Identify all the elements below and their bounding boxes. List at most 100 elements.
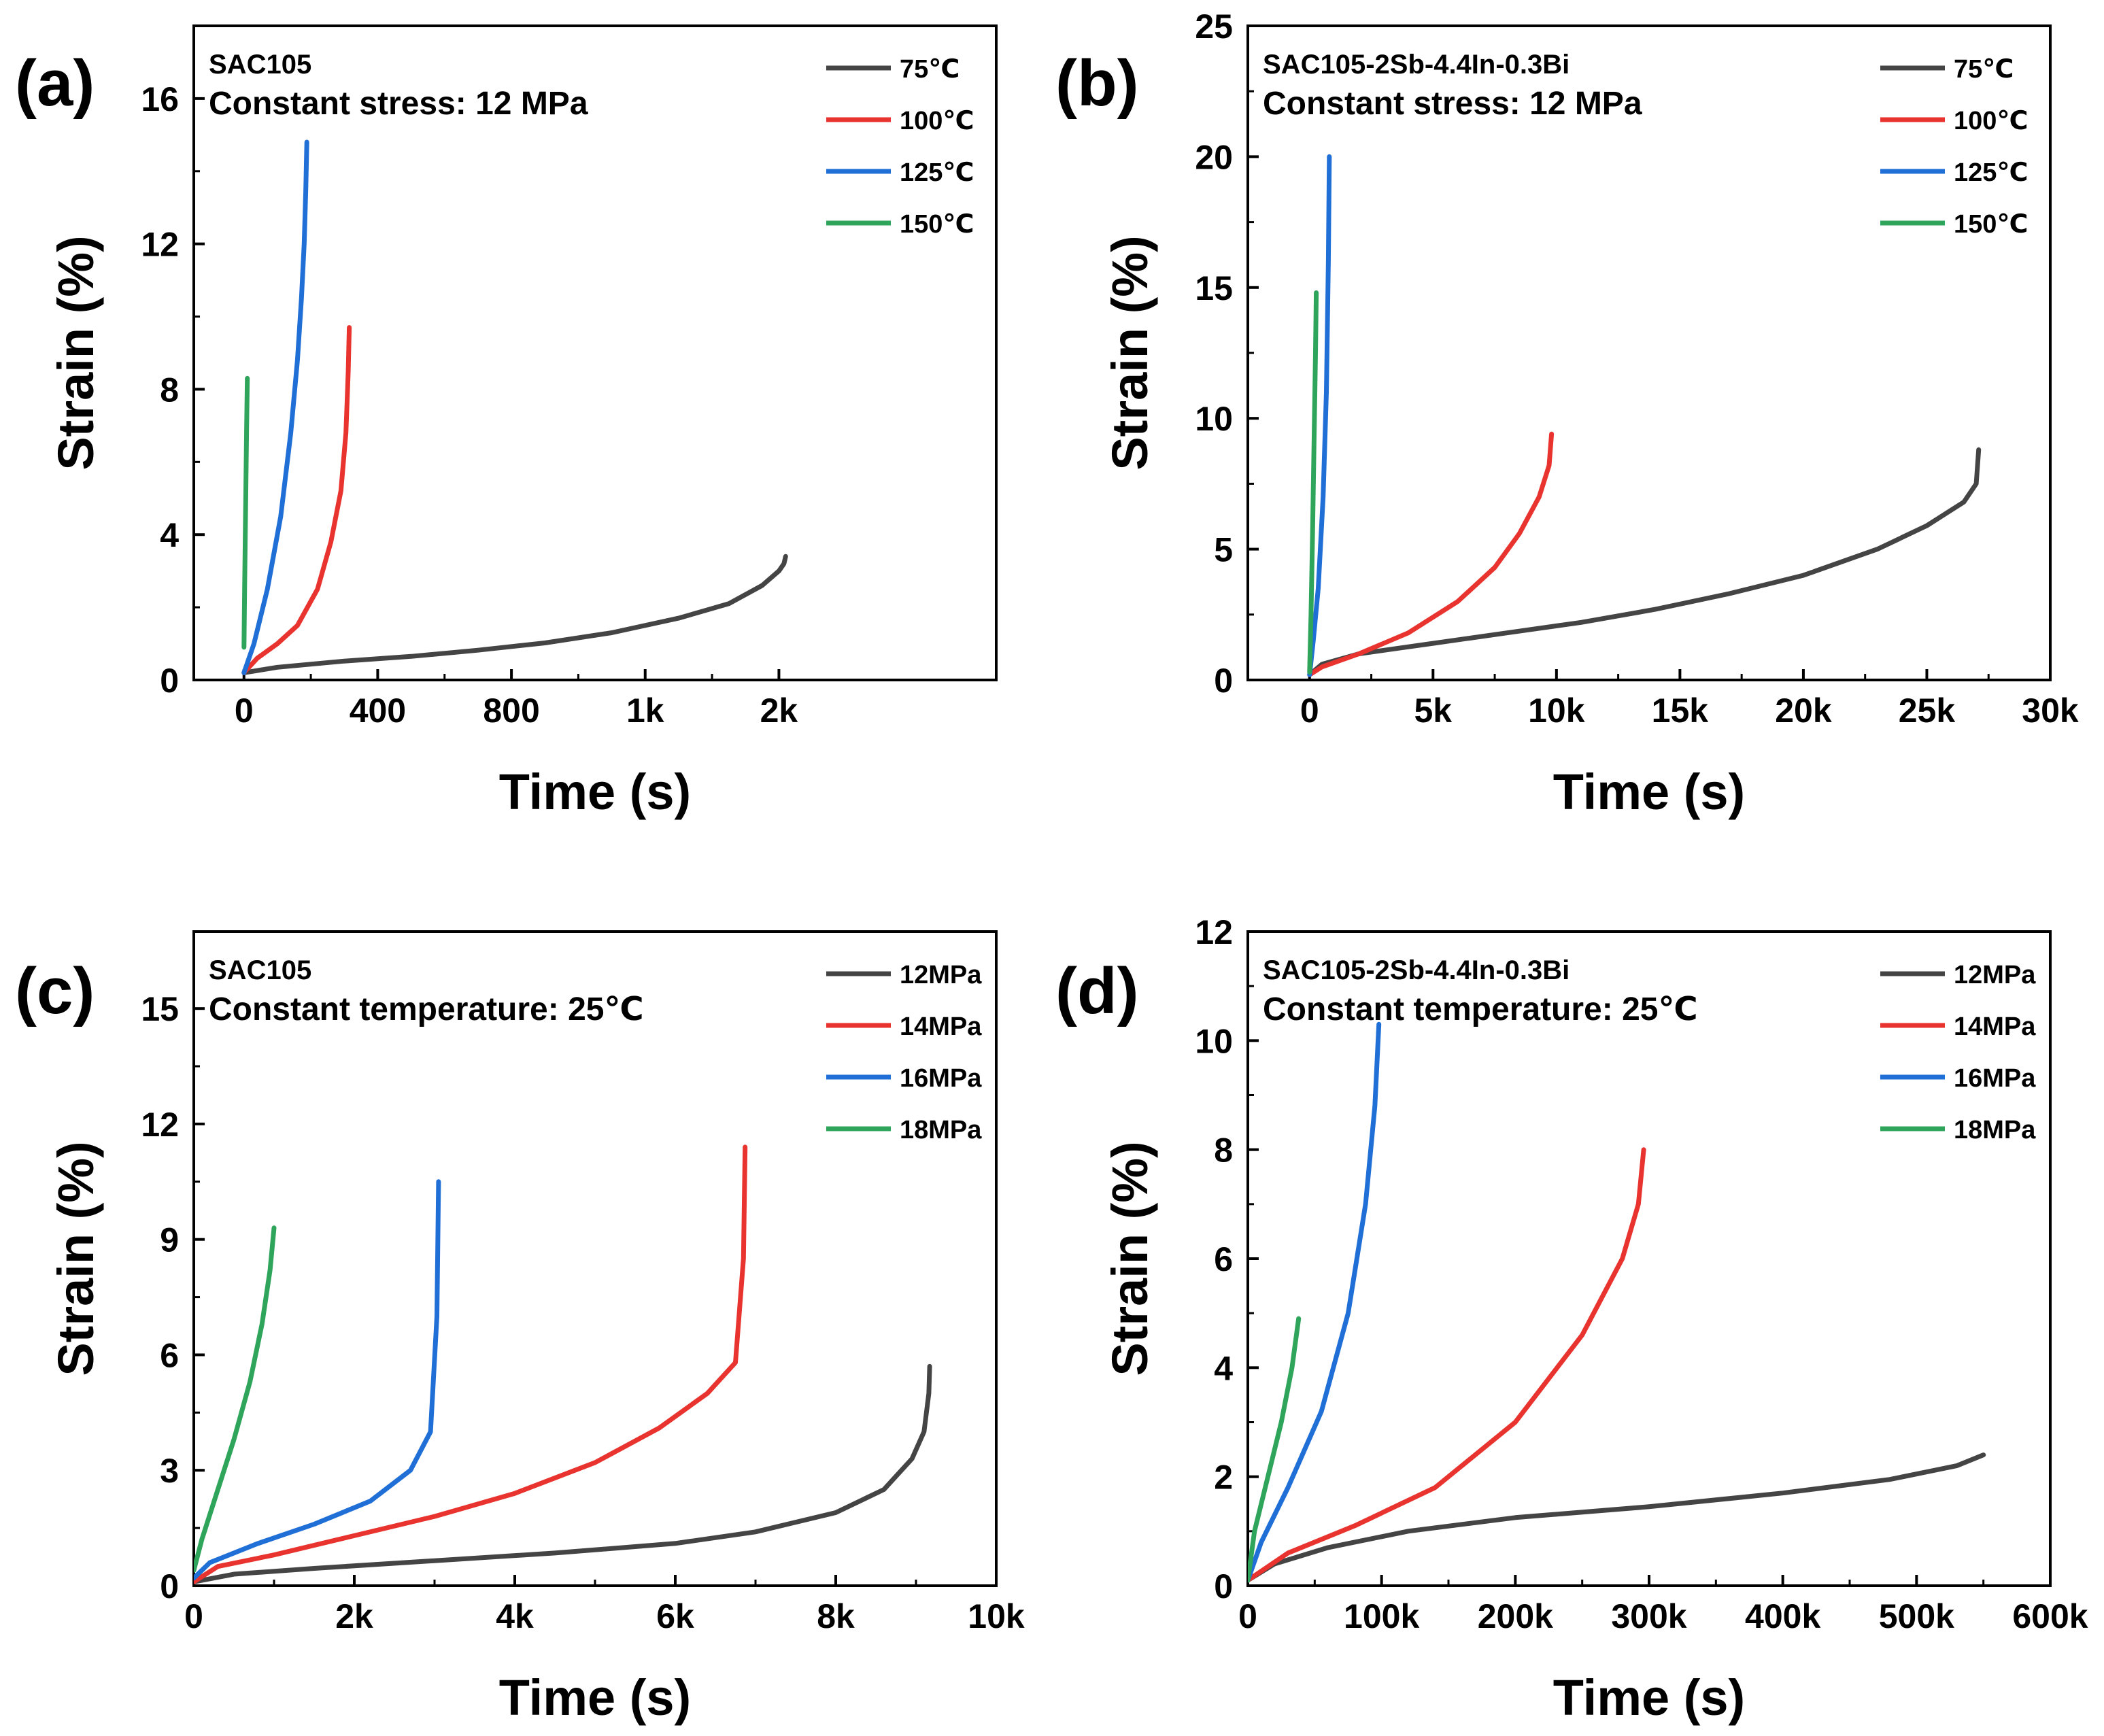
x-tick-label: 2k — [335, 1597, 373, 1635]
y-tick-label: 15 — [141, 990, 179, 1028]
series-line-125℃ — [1307, 154, 1332, 677]
y-tick-label: 0 — [1214, 1567, 1233, 1605]
legend-label: 75℃ — [1954, 55, 2014, 84]
chart-panel-3: (c) 0 2k 4k 6k 8k 10k 0 3 6 9 12 15 Time (s) Strain (%… — [15, 930, 1025, 1726]
x-tick-label: 800 — [483, 692, 539, 730]
panel-label: (b) — [1055, 47, 1139, 120]
x-tick-label: 10k — [1528, 692, 1585, 730]
plot-frame — [1246, 24, 2052, 681]
series-line-100℃ — [241, 325, 352, 675]
series-line-100℃ — [1307, 431, 1555, 677]
x-tick-label: 600k — [2012, 1597, 2088, 1635]
y-tick-label: 16 — [141, 80, 179, 118]
y-axis-label: Strain (%) — [48, 1141, 104, 1376]
series-line-150℃ — [1307, 290, 1319, 675]
legend-label: 100℃ — [900, 107, 974, 135]
x-tick-label: 6k — [656, 1597, 694, 1635]
legend-label: 16MPa — [900, 1064, 982, 1093]
legend-label: 100℃ — [1954, 107, 2028, 135]
series-line-18MPa — [1248, 1316, 1302, 1583]
series-line-14MPa — [1248, 1147, 1646, 1583]
annotation-material: SAC105 — [209, 50, 311, 80]
legend-label: 125℃ — [900, 158, 974, 187]
x-tick-label: 15k — [1652, 692, 1709, 730]
y-axis-label: Strain (%) — [1102, 1141, 1158, 1376]
annotation-condition: Constant temperature: 25℃ — [209, 991, 644, 1027]
x-axis-label: Time (s) — [1553, 764, 1745, 820]
y-tick-label: 25 — [1195, 7, 1233, 46]
x-tick-label: 1k — [626, 692, 664, 730]
legend-label: 75℃ — [900, 55, 960, 84]
x-tick-label: 0 — [184, 1597, 203, 1635]
annotation-condition: Constant temperature: 25℃ — [1263, 991, 1698, 1027]
legend-label: 125℃ — [1954, 158, 2028, 187]
annotation-condition: Constant stress: 12 MPa — [209, 86, 588, 122]
legend-label: 16MPa — [1954, 1064, 2036, 1093]
y-tick-label: 0 — [160, 1567, 179, 1605]
plot-frame — [192, 930, 998, 1587]
y-tick-label: 0 — [1214, 662, 1233, 700]
x-tick-label: 400 — [350, 692, 406, 730]
x-tick-label: 0 — [1238, 1597, 1257, 1635]
x-axis-label: Time (s) — [499, 764, 691, 820]
legend-label: 150℃ — [900, 210, 974, 239]
x-tick-label: 500k — [1879, 1597, 1954, 1635]
chart-panel-4: (d) 0 100k 200k 300k 400k 500k 600k 0 2 4 6 8 10 12 Tim… — [1055, 913, 2088, 1726]
annotation-material: SAC105-2Sb-4.4In-0.3Bi — [1263, 955, 1569, 985]
x-tick-label: 8k — [817, 1597, 855, 1635]
series-line-18MPa — [194, 1225, 277, 1573]
annotation-material: SAC105 — [209, 955, 311, 985]
y-axis-label: Strain (%) — [1102, 235, 1158, 470]
legend-label: 150℃ — [1954, 210, 2028, 239]
y-tick-label: 2 — [1214, 1459, 1233, 1497]
y-tick-label: 6 — [1214, 1240, 1233, 1278]
chart-panel-2: (b) 0 5k 10k 15k 20k 25k 30k 0 5 10 15 20 25 Time (s) S… — [1055, 7, 2079, 820]
x-tick-label: 400k — [1745, 1597, 1820, 1635]
x-tick-label: 30k — [2022, 692, 2079, 730]
legend-label: 14MPa — [900, 1012, 982, 1041]
y-tick-label: 12 — [141, 1106, 179, 1144]
x-axis-label: Time (s) — [499, 1669, 691, 1726]
x-tick-label: 0 — [235, 692, 254, 730]
panel-label: (c) — [15, 955, 95, 1027]
legend-label: 18MPa — [1954, 1116, 2036, 1144]
legend-label: 14MPa — [1954, 1012, 2036, 1041]
plot-frame — [192, 24, 998, 681]
series-line-16MPa — [194, 1179, 441, 1581]
y-tick-label: 0 — [160, 662, 179, 700]
legend-label: 18MPa — [900, 1116, 982, 1144]
legend-label: 12MPa — [1954, 961, 2036, 989]
y-tick-label: 4 — [1214, 1349, 1233, 1387]
y-tick-label: 15 — [1195, 269, 1233, 307]
y-tick-label: 10 — [1195, 400, 1233, 438]
series-line-12MPa — [194, 1363, 932, 1584]
series-line-75℃ — [1307, 447, 1982, 677]
y-tick-label: 6 — [160, 1336, 179, 1374]
series-line-14MPa — [194, 1144, 748, 1584]
chart-panel-1: (a) 0 400 800 1k 2k 0 4 8 12 16 Time (s) Strain (%) S… — [15, 24, 998, 820]
y-tick-label: 4 — [160, 516, 179, 554]
x-tick-label: 0 — [1300, 692, 1319, 730]
x-tick-label: 300k — [1611, 1597, 1686, 1635]
y-tick-label: 12 — [141, 226, 179, 264]
y-tick-label: 10 — [1195, 1022, 1233, 1060]
x-axis-label: Time (s) — [1553, 1669, 1745, 1726]
plot-frame — [1246, 930, 2052, 1587]
x-tick-label: 100k — [1344, 1597, 1419, 1635]
annotation-material: SAC105-2Sb-4.4In-0.3Bi — [1263, 50, 1569, 80]
x-tick-label: 4k — [496, 1597, 534, 1635]
x-tick-label: 2k — [760, 692, 798, 730]
panel-label: (d) — [1055, 955, 1139, 1027]
series-line-12MPa — [1248, 1452, 1986, 1583]
y-axis-label: Strain (%) — [48, 235, 104, 470]
series-line-75℃ — [241, 554, 788, 675]
series-line-150℃ — [241, 375, 250, 650]
series-line-125℃ — [241, 139, 309, 675]
y-tick-label: 3 — [160, 1452, 179, 1490]
panel-label: (a) — [15, 47, 95, 120]
x-tick-label: 10k — [968, 1597, 1025, 1635]
x-tick-label: 200k — [1478, 1597, 1553, 1635]
y-tick-label: 8 — [1214, 1131, 1233, 1170]
y-tick-label: 12 — [1195, 913, 1233, 951]
